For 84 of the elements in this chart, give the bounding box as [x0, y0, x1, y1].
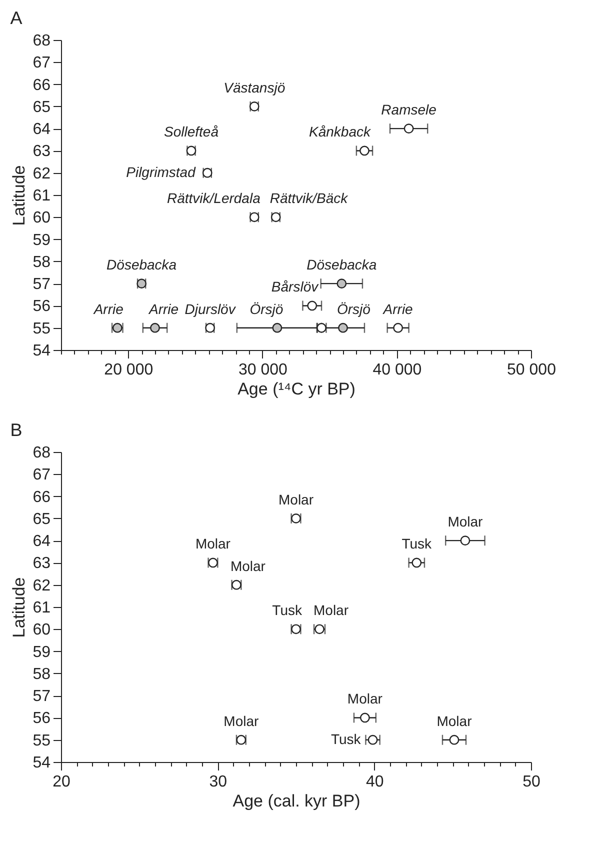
y-tick-label: 54 [32, 342, 51, 360]
point [336, 278, 347, 288]
y-tick-label: 54 [32, 754, 51, 772]
annotation: Molar [195, 536, 231, 552]
x-axis-title: Age (cal. kyr BP) [232, 792, 360, 810]
y-tick-label: 68 [32, 444, 51, 462]
annotation: Tusk [402, 536, 433, 552]
point [412, 558, 422, 568]
annotation: Rättvik/Lerdala [166, 190, 261, 206]
point [404, 124, 414, 134]
annotation: Ramsele [381, 102, 437, 118]
chart-title: A [10, 8, 22, 28]
y-tick-label: 59 [32, 232, 51, 249]
y-tick-label: 64 [32, 533, 51, 550]
annotation: Arrie [92, 300, 124, 317]
annotation: Dösebacka [106, 256, 177, 273]
y-tick-label: 57 [32, 276, 51, 294]
annotation: Molar [230, 558, 266, 574]
point [360, 712, 370, 723]
x-tick-label: 40 000 [372, 362, 422, 378]
y-tick-label: 61 [32, 188, 51, 204]
y-tick-label: 65 [32, 510, 51, 528]
annotation: Sollefteå [164, 124, 219, 140]
y-tick-label: 66 [32, 76, 51, 94]
annotation: Örsjö [337, 300, 371, 317]
annotation: Västansjö [224, 79, 286, 96]
point [393, 322, 403, 333]
x-tick-label: 50 [522, 774, 540, 790]
annotation: Tusk [330, 730, 362, 747]
annotation: Dösebacka [306, 256, 377, 273]
y-tick-label: 65 [32, 98, 51, 116]
y-tick-label: 59 [32, 644, 51, 661]
y-tick-label: 56 [32, 298, 51, 316]
y-tick-label: 62 [32, 577, 51, 594]
y-tick-label: 58 [32, 254, 51, 271]
annotation: Örsjö [250, 300, 284, 317]
annotation: Pilgrimstad [126, 164, 197, 180]
y-tick-label: 57 [32, 688, 51, 706]
point [368, 734, 378, 745]
y-tick-label: 68 [32, 32, 51, 50]
y-axis-title: Latitude [10, 577, 29, 638]
point [150, 322, 160, 333]
point [449, 734, 460, 745]
annotation: Tusk [272, 602, 303, 618]
annotation: Molar [224, 712, 260, 729]
y-tick-label: 62 [32, 165, 51, 182]
y-tick-label: 67 [32, 54, 51, 72]
x-tick-label: 50 000 [507, 362, 556, 378]
point [272, 322, 282, 333]
y-axis-title: Latitude [10, 165, 29, 226]
x-tick-label: 20 000 [104, 362, 154, 378]
x-tick-label: 20 [52, 774, 70, 790]
point [360, 146, 370, 156]
y-tick-label: 56 [32, 710, 51, 728]
y-tick-label: 64 [32, 121, 51, 138]
y-tick-label: 60 [32, 622, 51, 639]
annotation: Molar [448, 514, 484, 530]
y-tick-label: 66 [32, 488, 51, 506]
chart-title: B [10, 420, 22, 440]
y-tick-label: 55 [32, 732, 51, 750]
y-tick-label: 55 [32, 320, 51, 338]
annotation: Bårslöv [271, 278, 320, 295]
annotation: Molar [436, 712, 472, 729]
y-tick-label: 63 [32, 555, 51, 572]
point [307, 300, 318, 311]
point [460, 536, 470, 546]
x-axis-title: Age (¹⁴C yr BP) [238, 380, 356, 398]
annotation: Kånkback [309, 124, 372, 140]
x-tick-label: 30 [209, 774, 228, 790]
annotation: Molar [347, 690, 383, 707]
x-tick-label: 30 000 [238, 362, 288, 378]
annotation: Djurslöv [184, 300, 236, 317]
y-tick-label: 58 [32, 666, 51, 683]
y-tick-label: 63 [32, 143, 51, 160]
annotation: Rättvik/Bäck [270, 190, 349, 206]
annotation: Arrie [148, 300, 179, 317]
y-tick-label: 60 [32, 210, 51, 227]
annotation: Arrie [382, 300, 414, 317]
annotation: Molar [278, 491, 314, 508]
y-tick-label: 61 [32, 600, 51, 616]
x-tick-label: 40 [366, 774, 384, 790]
annotation: Molar [314, 602, 349, 618]
point [338, 322, 348, 333]
y-tick-label: 67 [32, 466, 51, 484]
